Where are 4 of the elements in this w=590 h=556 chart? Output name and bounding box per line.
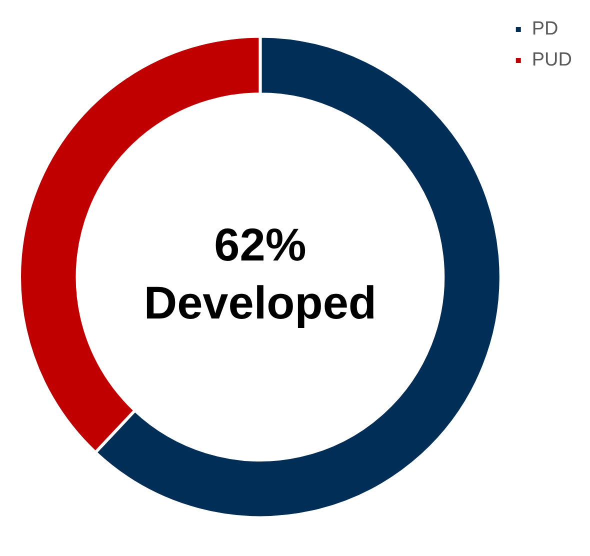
text: 62% [214, 218, 306, 271]
legend-label: PD [532, 18, 558, 40]
legend-label: PUD [532, 50, 572, 71]
text: Developed [144, 276, 377, 329]
